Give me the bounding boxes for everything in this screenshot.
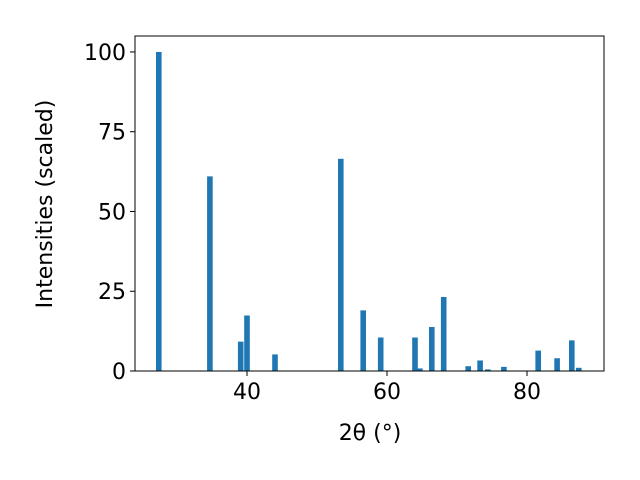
bar xyxy=(535,350,541,371)
bar xyxy=(465,366,471,371)
x-tick-label: 40 xyxy=(233,380,261,405)
bar xyxy=(338,158,344,371)
bar xyxy=(485,369,491,371)
bar xyxy=(360,310,366,371)
bar xyxy=(501,366,507,371)
bar xyxy=(244,315,250,371)
plot-frame xyxy=(134,35,605,372)
y-tick-label: 50 xyxy=(98,200,126,225)
bar xyxy=(156,51,162,371)
bar xyxy=(237,341,244,371)
bar xyxy=(569,340,575,371)
bar xyxy=(429,326,435,371)
y-axis-label: Intensities (scaled) xyxy=(33,100,58,309)
x-tick-label: 80 xyxy=(513,380,541,405)
x-tick-label: 60 xyxy=(373,380,401,405)
y-tick-label: 100 xyxy=(84,41,126,66)
bar xyxy=(477,360,483,371)
y-tick-label: 75 xyxy=(98,121,126,146)
bar xyxy=(377,337,384,371)
y-tick-label: 0 xyxy=(112,360,126,385)
bar xyxy=(417,368,423,371)
bar xyxy=(554,358,560,371)
x-axis-label: 2θ (°) xyxy=(339,421,402,446)
bar xyxy=(272,354,278,371)
y-tick-label: 25 xyxy=(98,280,126,305)
bar xyxy=(207,176,213,371)
bar xyxy=(440,296,447,371)
bar xyxy=(412,337,418,371)
bar xyxy=(576,367,582,371)
